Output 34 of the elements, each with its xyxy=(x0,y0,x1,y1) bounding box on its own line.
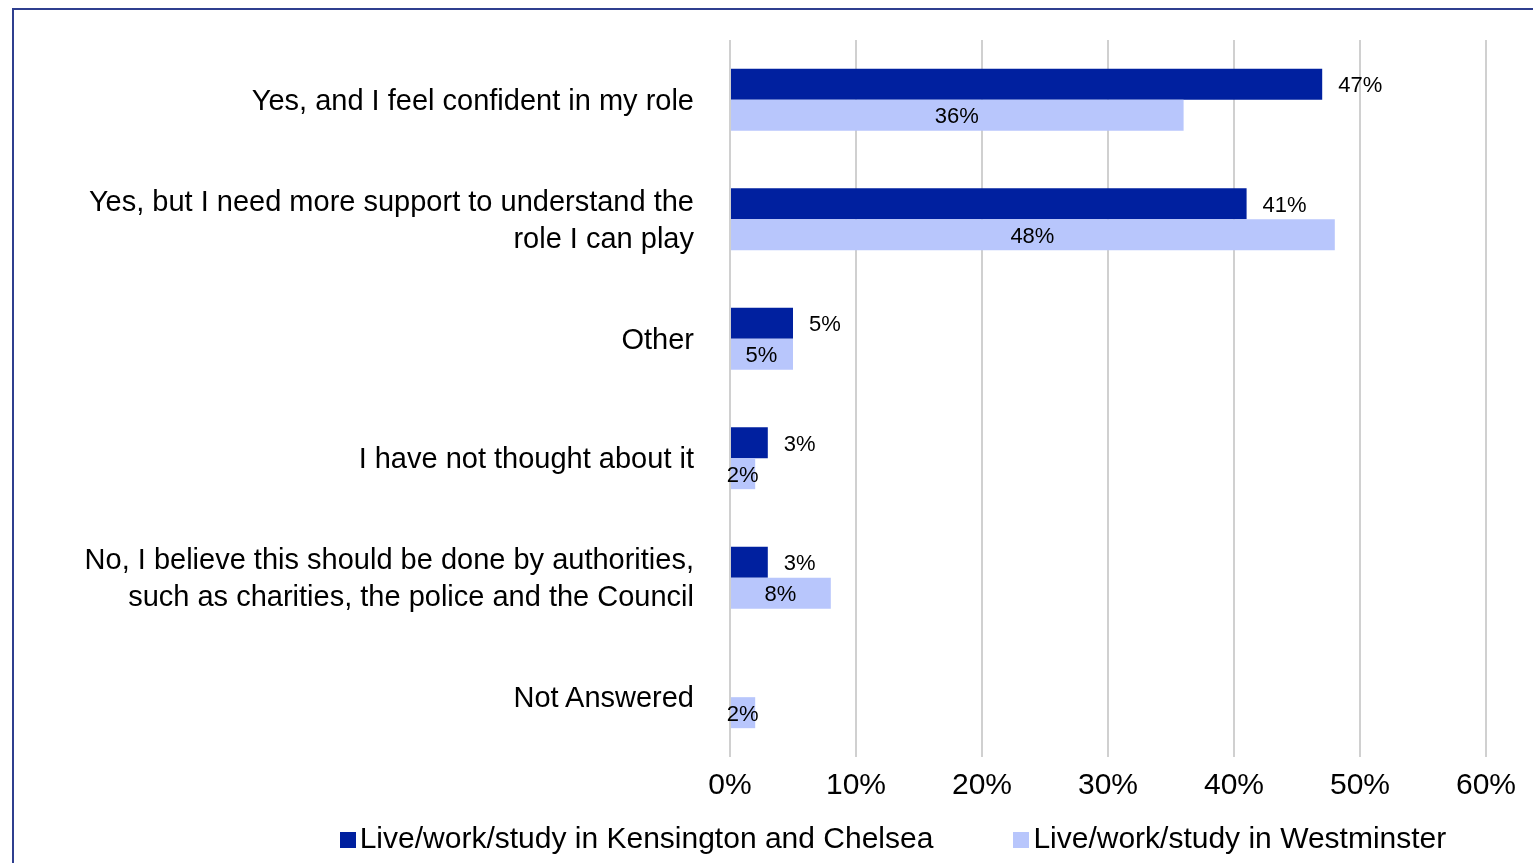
data-label: 48% xyxy=(1010,222,1055,248)
bar xyxy=(730,427,768,459)
bar xyxy=(730,188,1247,220)
x-tick-label: 40% xyxy=(1203,767,1265,801)
x-tick-label: 60% xyxy=(1455,767,1517,801)
data-label: 36% xyxy=(934,103,979,129)
bar xyxy=(730,307,793,339)
data-label: 3% xyxy=(783,430,816,456)
bar xyxy=(730,68,1323,100)
x-tick-label: 20% xyxy=(951,767,1013,801)
bar xyxy=(730,546,768,578)
x-tick-label: 10% xyxy=(825,767,887,801)
y-tick-label: Yes, but I need more support to understand the role I can play xyxy=(88,184,695,254)
data-label: 5% xyxy=(809,311,841,337)
y-tick-label: No, I believe this should be done by authorities, such as charities, the police and the Council xyxy=(84,543,694,613)
data-label: 2% xyxy=(726,461,759,487)
data-label: 47% xyxy=(1338,72,1383,98)
data-label: 3% xyxy=(783,550,816,576)
x-tick-label: 30% xyxy=(1077,767,1139,801)
y-tick-label: Not Answered xyxy=(513,681,694,714)
y-tick-label: Other xyxy=(621,322,695,355)
data-label: 5% xyxy=(745,342,778,368)
bar xyxy=(730,99,1184,131)
x-tick-label: 0% xyxy=(708,767,752,801)
data-label: 41% xyxy=(1262,191,1307,217)
bar xyxy=(730,219,1335,251)
x-tick-label: 50% xyxy=(1329,767,1391,801)
y-tick-label: Yes, and I feel confident in my role xyxy=(251,83,694,116)
y-tick-label: I have not thought about it xyxy=(358,442,694,475)
data-label: 8% xyxy=(764,581,797,607)
legend-label: Live/work/study in Westminster xyxy=(1033,821,1447,854)
bar xyxy=(730,577,831,609)
legend-label: Live/work/study in Kensington and Chelsea xyxy=(359,821,934,854)
data-label: 2% xyxy=(726,700,759,726)
